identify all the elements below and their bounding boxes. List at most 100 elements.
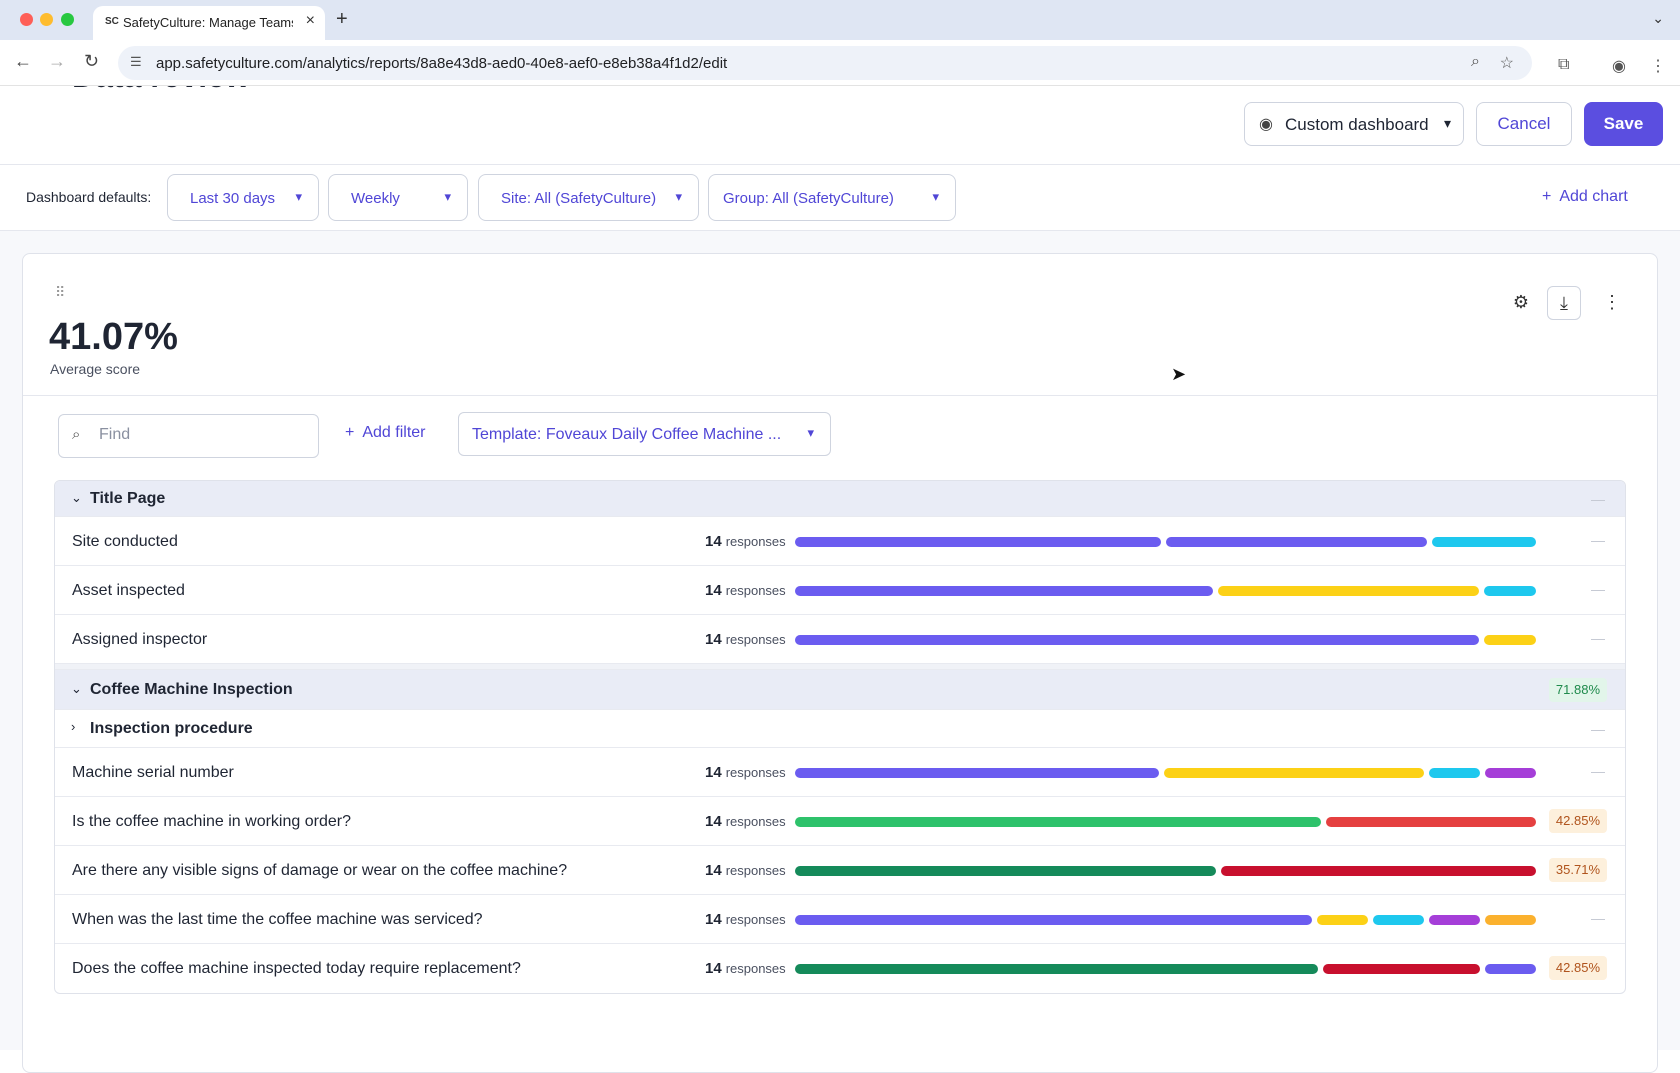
divider bbox=[23, 395, 1657, 396]
question-label: Is the coffee machine in working order? bbox=[72, 813, 351, 830]
bar-segment[interactable] bbox=[795, 635, 1479, 645]
date-range-dropdown[interactable]: Last 30 days ▾ bbox=[167, 174, 319, 221]
interval-value: Weekly bbox=[351, 190, 400, 207]
section-score-badge: 71.88% bbox=[1548, 678, 1607, 702]
site-dropdown[interactable]: Site: All (SafetyCulture) ▾ bbox=[478, 174, 699, 221]
url-text[interactable]: app.safetyculture.com/analytics/reports/… bbox=[156, 55, 728, 72]
bar-segment[interactable] bbox=[1317, 915, 1368, 925]
table-row[interactable]: Site conducted 14 responses — bbox=[55, 517, 1625, 566]
more-options-icon[interactable]: ⋮ bbox=[1603, 292, 1621, 312]
search-input-wrapper[interactable]: ⌕ bbox=[58, 414, 319, 458]
gear-icon[interactable]: ⚙ bbox=[1512, 292, 1530, 312]
chevron-down-icon[interactable]: ⌄ bbox=[71, 681, 82, 696]
add-filter-label: Add filter bbox=[362, 424, 426, 441]
bar-segment[interactable] bbox=[795, 817, 1321, 827]
add-filter-button[interactable]: + Add filter bbox=[345, 424, 426, 442]
response-bar bbox=[795, 915, 1536, 925]
response-bar bbox=[795, 817, 1536, 827]
close-window-button[interactable] bbox=[20, 13, 33, 26]
response-bar bbox=[795, 537, 1536, 547]
subsection-header-inspection-procedure[interactable]: › Inspection procedure — bbox=[55, 710, 1625, 748]
chevron-right-icon[interactable]: › bbox=[71, 719, 76, 734]
bar-segment[interactable] bbox=[1429, 915, 1480, 925]
add-chart-button[interactable]: + Add chart bbox=[1542, 188, 1628, 206]
table-row[interactable]: When was the last time the coffee machin… bbox=[55, 895, 1625, 944]
eye-icon: ◉ bbox=[1259, 116, 1273, 133]
save-button[interactable]: Save bbox=[1584, 102, 1663, 146]
bar-segment[interactable] bbox=[1485, 964, 1536, 974]
zoom-icon[interactable]: ⌕ bbox=[1471, 53, 1480, 70]
group-dropdown[interactable]: Group: All (SafetyCulture) ▾ bbox=[708, 174, 956, 221]
empty-score: — bbox=[1591, 532, 1605, 548]
bar-segment[interactable] bbox=[1429, 768, 1480, 778]
table-row[interactable]: Does the coffee machine inspected today … bbox=[55, 944, 1625, 993]
site-info-icon[interactable]: ☰ bbox=[130, 54, 142, 69]
section-title: Coffee Machine Inspection bbox=[90, 681, 293, 698]
bar-segment[interactable] bbox=[1326, 817, 1536, 827]
tab-title: SafetyCulture: Manage Teams bbox=[123, 15, 293, 30]
bar-segment[interactable] bbox=[1323, 964, 1480, 974]
bar-segment[interactable] bbox=[1485, 915, 1536, 925]
cancel-button[interactable]: Cancel bbox=[1476, 102, 1572, 146]
template-filter-dropdown[interactable]: Template: Foveaux Daily Coffee Machine .… bbox=[458, 412, 831, 456]
divider bbox=[0, 230, 1680, 231]
forward-icon[interactable]: → bbox=[48, 51, 66, 71]
close-tab-icon[interactable]: × bbox=[305, 12, 315, 29]
omnibox[interactable]: ☰ app.safetyculture.com/analytics/report… bbox=[118, 46, 1532, 80]
interval-dropdown[interactable]: Weekly ▾ bbox=[328, 174, 468, 221]
bar-segment[interactable] bbox=[1484, 635, 1536, 645]
profile-icon[interactable]: ◉ bbox=[1612, 58, 1626, 75]
bar-segment[interactable] bbox=[795, 537, 1161, 547]
bar-segment[interactable] bbox=[1484, 586, 1536, 596]
bar-segment[interactable] bbox=[1373, 915, 1424, 925]
custom-dashboard-dropdown[interactable]: ◉ Custom dashboard ▾ bbox=[1244, 102, 1464, 146]
empty-score: — bbox=[1591, 581, 1605, 597]
chevron-down-icon[interactable]: ⌄ bbox=[71, 490, 82, 505]
bar-segment[interactable] bbox=[1218, 586, 1479, 596]
chart-card: ⠿ 41.07% Average score ⚙ ⤓ ⋮ ⌕ + Add fil… bbox=[22, 253, 1658, 1073]
download-icon[interactable]: ⤓ bbox=[1547, 286, 1581, 320]
bar-segment[interactable] bbox=[1432, 537, 1536, 547]
bar-segment[interactable] bbox=[795, 586, 1213, 596]
section-header-title-page[interactable]: ⌄ Title Page — bbox=[55, 481, 1625, 517]
address-bar: ← → ↻ ☰ app.safetyculture.com/analytics/… bbox=[0, 40, 1680, 86]
bookmark-star-icon[interactable]: ☆ bbox=[1499, 55, 1514, 72]
chevron-down-icon: ▾ bbox=[444, 189, 451, 204]
mouse-cursor-icon: ➤ bbox=[1171, 364, 1187, 384]
tab-search-icon[interactable]: ⌄ bbox=[1652, 10, 1664, 26]
section-header-coffee-machine-inspection[interactable]: ⌄ Coffee Machine Inspection 71.88% bbox=[55, 670, 1625, 710]
response-count: 14 responses bbox=[705, 960, 786, 977]
bar-segment[interactable] bbox=[795, 866, 1216, 876]
bar-segment[interactable] bbox=[795, 915, 1312, 925]
table-row[interactable]: Assigned inspector 14 responses — bbox=[55, 615, 1625, 664]
bar-segment[interactable] bbox=[1166, 537, 1427, 547]
maximize-window-button[interactable] bbox=[61, 13, 74, 26]
search-input[interactable] bbox=[97, 425, 307, 445]
reload-icon[interactable]: ↻ bbox=[84, 51, 100, 71]
date-range-value: Last 30 days bbox=[190, 190, 276, 207]
response-count: 14 responses bbox=[705, 582, 786, 599]
browser-menu-icon[interactable]: ⋮ bbox=[1650, 58, 1666, 75]
response-bar bbox=[795, 635, 1536, 645]
question-label: Are there any visible signs of damage or… bbox=[72, 862, 568, 879]
bar-segment[interactable] bbox=[1164, 768, 1424, 778]
bar-segment[interactable] bbox=[795, 768, 1159, 778]
table-row[interactable]: Asset inspected 14 responses — bbox=[55, 566, 1625, 615]
table-row[interactable]: Are there any visible signs of damage or… bbox=[55, 846, 1625, 895]
browser-tab[interactable]: SC SafetyCulture: Manage Teams × bbox=[93, 6, 325, 40]
table-row[interactable]: Machine serial number 14 responses — bbox=[55, 748, 1625, 797]
new-tab-icon[interactable]: + bbox=[336, 8, 348, 30]
back-icon[interactable]: ← bbox=[14, 51, 32, 71]
response-count: 14 responses bbox=[705, 764, 786, 781]
table-row[interactable]: Is the coffee machine in working order? … bbox=[55, 797, 1625, 846]
question-score-badge: 42.85% bbox=[1548, 809, 1607, 833]
average-score-value: 41.07% bbox=[49, 316, 178, 358]
minimize-window-button[interactable] bbox=[40, 13, 53, 26]
drag-handle-icon[interactable]: ⠿ bbox=[55, 284, 65, 300]
bar-segment[interactable] bbox=[1485, 768, 1536, 778]
bar-segment[interactable] bbox=[1221, 866, 1536, 876]
average-score-label: Average score bbox=[50, 361, 141, 377]
extensions-icon[interactable]: ⧉ bbox=[1558, 56, 1570, 73]
bar-segment[interactable] bbox=[795, 964, 1318, 974]
response-bar bbox=[795, 866, 1536, 876]
